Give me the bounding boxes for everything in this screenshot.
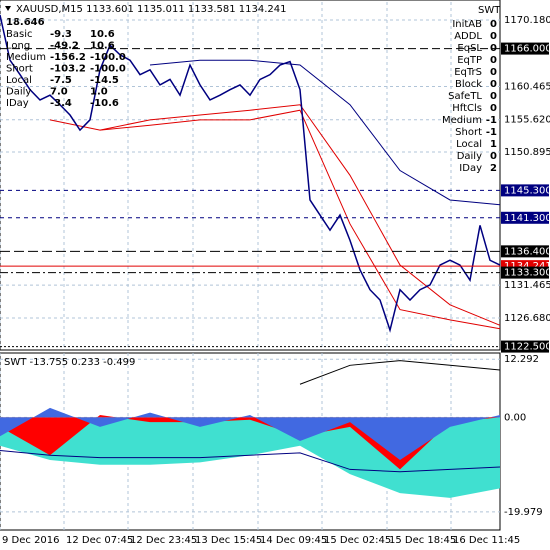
menu-icon[interactable] bbox=[5, 6, 11, 11]
y-tick-label: 0.00 bbox=[504, 412, 526, 423]
x-tick-label: 12 Dec 23:45 bbox=[130, 535, 197, 546]
stat-value: -3.4 bbox=[50, 98, 72, 109]
moving-average bbox=[99, 109, 501, 330]
level-label: 1141.300 bbox=[504, 213, 550, 224]
stat-label: Medium bbox=[6, 52, 46, 63]
y-tick-label: -19.979 bbox=[504, 507, 543, 518]
y-tick-label: 1150.895 bbox=[504, 147, 550, 158]
stat-label: InitAB bbox=[452, 19, 482, 30]
stat-label: Daily bbox=[457, 151, 482, 162]
stat-value: 0 bbox=[490, 103, 497, 114]
stat-label: Basic bbox=[6, 29, 32, 40]
stat-label: EqTrS bbox=[454, 67, 482, 78]
level-label: 1166.000 bbox=[504, 44, 550, 55]
stat-value: 0 bbox=[490, 67, 497, 78]
stat-label: EqTP bbox=[457, 55, 482, 66]
stat-value: 0 bbox=[490, 91, 497, 102]
stat-value: -100.0 bbox=[90, 64, 126, 75]
indicator-line bbox=[299, 360, 501, 385]
level-tag bbox=[501, 42, 549, 55]
stat-value: 1.0 bbox=[90, 87, 108, 98]
y-tick-label: 1160.465 bbox=[504, 81, 550, 92]
level-tag bbox=[501, 211, 549, 224]
stat-value: 0 bbox=[490, 55, 497, 66]
area bbox=[0, 407, 500, 460]
stat-label: SafeTL bbox=[448, 91, 482, 102]
stat-value: -7.5 bbox=[50, 75, 72, 86]
level-label: 1136.400 bbox=[504, 246, 550, 257]
stat-label: Daily bbox=[6, 87, 31, 98]
stat-value: 0 bbox=[490, 43, 497, 54]
x-tick-label: 15 Dec 18:45 bbox=[389, 535, 456, 546]
stat-value: -1 bbox=[486, 127, 497, 138]
price-line bbox=[0, 14, 501, 333]
chart-title: XAUUSD,M15 1133.601 1135.011 1133.581 11… bbox=[16, 4, 286, 15]
stat-value: 0 bbox=[490, 19, 497, 30]
x-tick-label: 15 Dec 02:45 bbox=[324, 535, 391, 546]
stat-value: 0 bbox=[490, 79, 497, 90]
stat-label: ADDL bbox=[454, 31, 482, 42]
stat-value: 10.6 bbox=[90, 29, 115, 40]
sub-title: SWT -13.755 0.233 -0.499 bbox=[4, 357, 135, 368]
y-tick-label: 1131.465 bbox=[504, 280, 550, 291]
y-tick-label: 1126.680 bbox=[504, 313, 550, 324]
stat-label: Long bbox=[6, 41, 30, 52]
stat-label: HftCls bbox=[452, 103, 482, 114]
stat-label: Medium bbox=[442, 115, 482, 126]
indicator-line bbox=[0, 449, 501, 473]
stat-value: 1 bbox=[490, 139, 497, 150]
stat-label: EqSL bbox=[457, 43, 482, 54]
stat-value: 0 bbox=[490, 31, 497, 42]
x-tick-label: 9 Dec 2016 bbox=[2, 535, 60, 546]
stat-value: -156.2 bbox=[50, 52, 86, 63]
level-label: 1145.300 bbox=[504, 185, 550, 196]
stat-value: -49.2 bbox=[50, 41, 79, 52]
y-tick-label: 1155.620 bbox=[504, 115, 550, 126]
y-tick-label: 1170.180 bbox=[504, 15, 550, 26]
level-label: 1122.500 bbox=[504, 342, 550, 353]
moving-average bbox=[49, 104, 501, 326]
x-tick-label: 14 Dec 09:45 bbox=[260, 535, 327, 546]
level-tag bbox=[501, 266, 549, 279]
stat-value: 0 bbox=[490, 151, 497, 162]
stat-label: Short bbox=[6, 64, 33, 75]
stat-value: -1 bbox=[486, 115, 497, 126]
level-tag bbox=[501, 245, 549, 258]
stat-label: Local bbox=[456, 139, 482, 150]
stat-value: 2 bbox=[490, 163, 497, 174]
stat-label: Block bbox=[455, 79, 482, 90]
level-tag bbox=[501, 340, 549, 353]
x-tick-label: 16 Dec 11:45 bbox=[453, 535, 520, 546]
stat-value: -9.3 bbox=[50, 29, 72, 40]
level-label: 1133.300 bbox=[504, 268, 550, 279]
stat-value: 18.646 bbox=[6, 17, 45, 28]
stat-value: -14.5 bbox=[90, 75, 119, 86]
stat-value: 10.6 bbox=[90, 41, 115, 52]
stat-value: -100.0 bbox=[90, 52, 126, 63]
stat-label: Short bbox=[455, 127, 482, 138]
stat-label: IDay bbox=[6, 98, 29, 109]
main-frame bbox=[0, 0, 501, 351]
level-tag bbox=[501, 184, 549, 197]
stat-label: IDay bbox=[459, 163, 482, 174]
stat-value: -103.2 bbox=[50, 64, 86, 75]
x-tick-label: 12 Dec 07:45 bbox=[66, 535, 133, 546]
stat-value: -10.6 bbox=[90, 98, 119, 109]
y-tick-label: 12.292 bbox=[504, 354, 539, 365]
x-tick-label: 13 Dec 15:45 bbox=[195, 535, 262, 546]
indicator-name: SWT bbox=[478, 5, 501, 16]
stat-value: 7.0 bbox=[50, 87, 68, 98]
stat-label: Local bbox=[6, 75, 32, 86]
moving-average bbox=[149, 59, 501, 206]
